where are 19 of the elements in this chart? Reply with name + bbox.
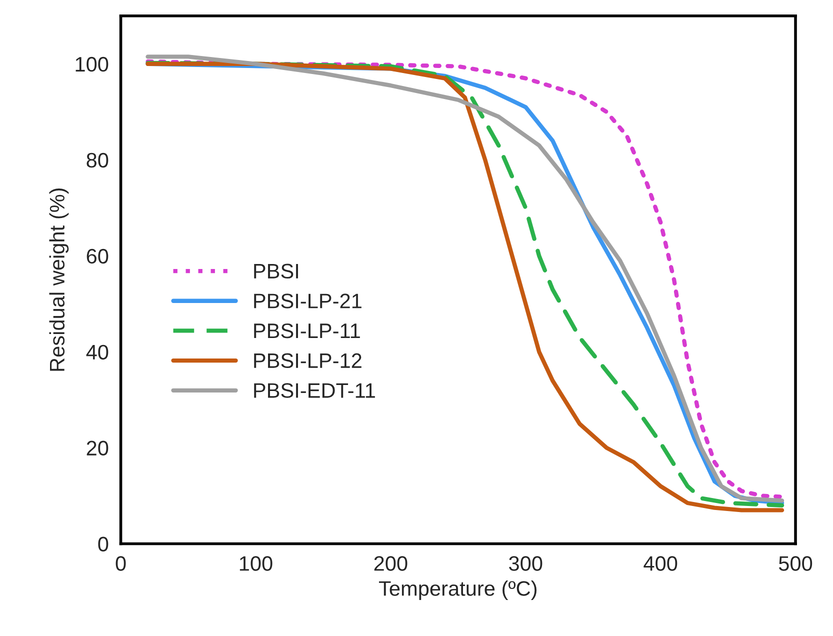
x-axis-title: Temperature (ºC) bbox=[378, 580, 536, 600]
x-tick-label: 100 bbox=[240, 556, 272, 571]
legend-label: PBSI-LP-21 bbox=[254, 294, 362, 308]
y-tick-label: 80 bbox=[86, 152, 108, 168]
y-tick-label: 100 bbox=[76, 56, 108, 72]
legend-label: PBSI-EDT-11 bbox=[254, 383, 375, 398]
y-tick-label: 20 bbox=[86, 440, 108, 456]
x-tick-label: 0 bbox=[116, 556, 126, 571]
x-tick-label: 400 bbox=[644, 556, 678, 571]
legend-label: PBSI-LP-11 bbox=[254, 323, 360, 338]
y-axis-title: Residual weight (%) bbox=[49, 188, 69, 371]
legend-label: PBSI-LP-12 bbox=[254, 353, 362, 368]
x-tick-label: 300 bbox=[509, 556, 542, 571]
y-tick-label: 60 bbox=[86, 248, 108, 264]
y-tick-label: 40 bbox=[86, 344, 108, 360]
y-tick-label: 0 bbox=[98, 536, 108, 552]
legend-label: PBSI bbox=[254, 264, 298, 279]
x-tick-label: 500 bbox=[778, 556, 812, 571]
x-tick-label: 200 bbox=[374, 556, 408, 571]
